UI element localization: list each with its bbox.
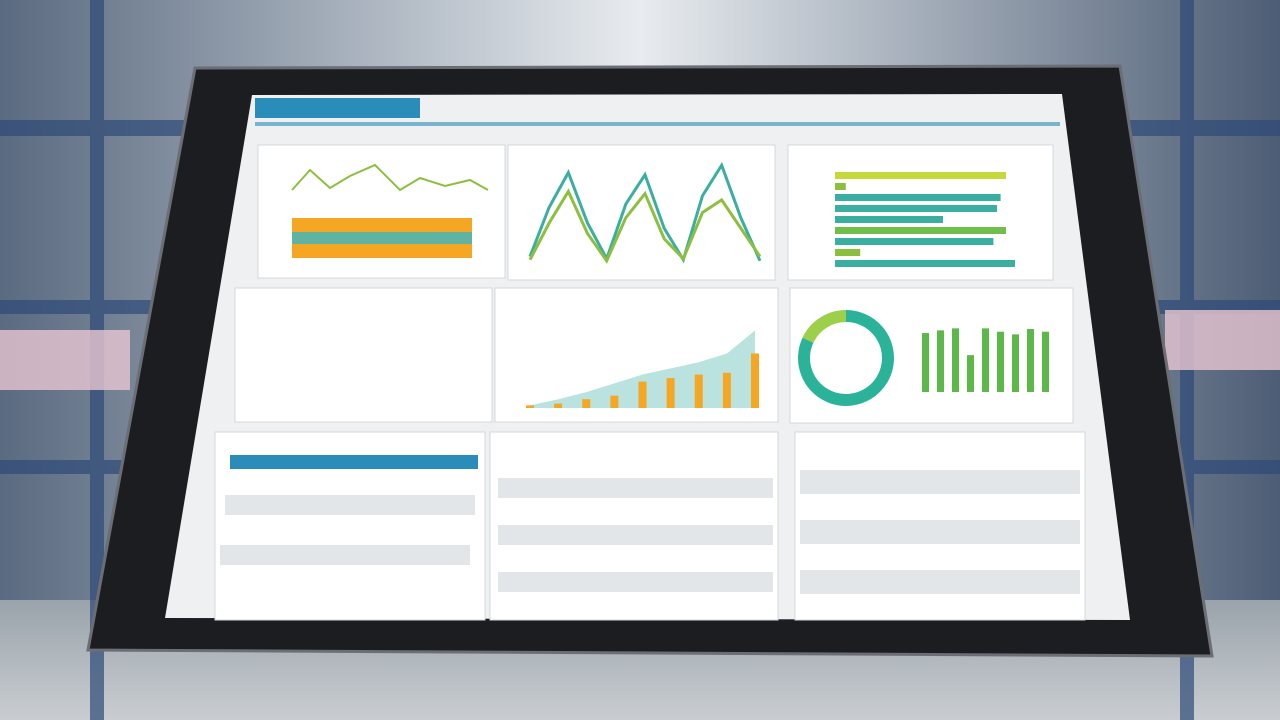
bar	[835, 183, 846, 190]
bar	[835, 249, 861, 256]
bar	[666, 378, 675, 408]
bar	[1042, 331, 1049, 392]
bar	[937, 330, 944, 392]
bar	[835, 205, 997, 212]
bar	[694, 374, 703, 408]
donut-slice	[798, 310, 894, 406]
bar	[638, 381, 647, 408]
bar	[967, 355, 974, 392]
bar	[835, 238, 994, 245]
donut-slice	[802, 310, 847, 343]
box	[1165, 310, 1280, 370]
charts	[526, 161, 1049, 408]
bar	[982, 328, 989, 392]
bar	[835, 227, 1006, 234]
bar	[835, 260, 1015, 267]
list-highlight	[230, 455, 478, 469]
header-rule	[255, 122, 1060, 126]
bar	[952, 328, 959, 392]
table-rows	[220, 470, 1080, 594]
line-series	[528, 161, 762, 264]
line-series	[528, 188, 762, 264]
bar	[835, 194, 1001, 201]
bar	[1012, 334, 1019, 392]
bar	[922, 333, 929, 392]
bar	[835, 172, 1006, 179]
header-logo	[255, 98, 420, 118]
bar	[582, 399, 591, 408]
bar	[610, 395, 619, 408]
bar	[722, 372, 731, 408]
bar	[835, 216, 943, 223]
bar	[997, 331, 1004, 392]
bar	[554, 403, 563, 408]
box	[0, 330, 130, 390]
bar	[1027, 329, 1034, 392]
top-left-bands	[291, 163, 489, 258]
bar	[751, 353, 759, 408]
bar	[526, 405, 534, 408]
